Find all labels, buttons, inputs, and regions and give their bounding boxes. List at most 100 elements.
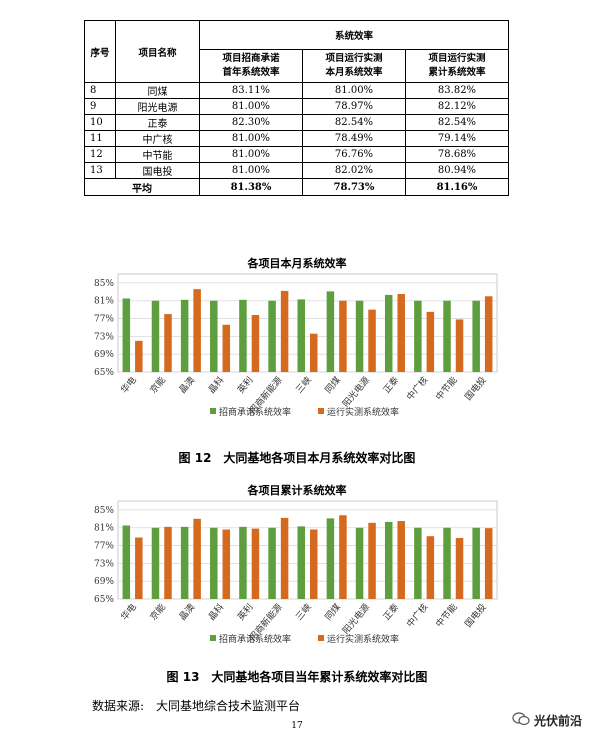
- col-index-header: 序号: [84, 20, 116, 83]
- group-header: 系统效率: [199, 20, 509, 50]
- bar-promised: [268, 300, 276, 372]
- legend-label: 招商承诺系统效率: [219, 406, 291, 418]
- bar-measured: [368, 522, 376, 599]
- cell-a: 83.11%: [199, 82, 303, 99]
- table-row: 9 阳光电源 81.00% 78.97% 82.12%: [84, 98, 509, 115]
- x-tick-label: 中节能: [433, 374, 460, 402]
- col-b-header: 项目运行实测 本月系统效率: [302, 49, 406, 83]
- y-tick-label: 69%: [94, 577, 114, 587]
- bar-promised: [384, 294, 393, 372]
- page-number: 17: [291, 721, 303, 731]
- x-tick-label: 同煤: [322, 374, 343, 396]
- cell-a: 81.00%: [199, 130, 303, 147]
- cell-no: 11: [84, 130, 116, 147]
- cell-name: 国电投: [115, 162, 200, 179]
- bar-promised: [443, 527, 451, 599]
- bar-measured: [164, 314, 172, 372]
- bar-promised: [326, 291, 335, 372]
- y-tick-label: 65%: [94, 368, 114, 378]
- legend-swatch: [210, 408, 216, 414]
- cell-b: 78.49%: [302, 130, 406, 147]
- cell-no: 13: [84, 162, 116, 179]
- x-tick-label: 中节能: [433, 601, 460, 629]
- x-tick-label: 国电投: [462, 601, 489, 629]
- bar-measured: [368, 309, 376, 372]
- efficiency-table: 序号 项目名称 系统效率 项目招商承诺 首年系统效率 项目运行实测 本月系统效率 项…: [84, 20, 509, 196]
- bar-promised: [268, 527, 276, 599]
- data-source: 数据来源: 大同基地综合技术监测平台: [92, 699, 301, 713]
- x-tick-label: 英利: [235, 601, 256, 623]
- x-tick-label: 正泰: [380, 601, 401, 623]
- cell-a: 81.00%: [199, 162, 303, 179]
- legend-label: 运行实测系统效率: [327, 633, 399, 645]
- bar-measured: [251, 314, 260, 372]
- bar-measured: [222, 529, 231, 599]
- cell-name: 阳光电源: [115, 98, 200, 115]
- bar-promised: [180, 526, 189, 599]
- chart2-title: 各项目累计系统效率: [247, 484, 347, 497]
- y-tick-label: 65%: [94, 595, 114, 605]
- cell-b: 81.00%: [302, 82, 406, 99]
- legend-swatch: [318, 408, 324, 414]
- wechat-icon: [512, 712, 530, 729]
- x-tick-label: 华电: [118, 601, 139, 623]
- y-tick-label: 77%: [94, 315, 114, 325]
- table-row: 11 中广核 81.00% 78.49% 79.14%: [84, 130, 509, 147]
- table-row: 8 同煤 83.11% 81.00% 83.82%: [84, 82, 509, 99]
- table-row: 10 正泰 82.30% 82.54% 82.54%: [84, 114, 509, 131]
- bar-measured: [397, 294, 405, 372]
- bar-promised: [414, 527, 422, 599]
- bar-promised: [297, 299, 305, 372]
- bar-measured: [280, 290, 289, 372]
- bar-measured: [164, 526, 172, 599]
- bar-measured: [426, 536, 435, 599]
- bar-promised: [151, 300, 160, 372]
- x-tick-label: 英利: [235, 374, 256, 396]
- cell-b: 76.76%: [302, 146, 406, 163]
- y-tick-label: 73%: [94, 332, 114, 342]
- bar-promised: [355, 527, 364, 599]
- avg-b: 78.73%: [302, 178, 406, 196]
- bar-promised: [239, 526, 247, 599]
- bar-promised: [297, 526, 305, 599]
- cell-no: 8: [84, 82, 116, 99]
- bar-measured: [135, 340, 143, 372]
- avg-c: 81.16%: [405, 178, 509, 196]
- watermark: 光伏前沿: [512, 712, 582, 729]
- cell-no: 9: [84, 98, 116, 115]
- x-tick-label: 三峡: [293, 374, 314, 396]
- cell-a: 82.30%: [199, 114, 303, 131]
- cell-c: 79.14%: [405, 130, 509, 147]
- cell-name: 同煤: [115, 82, 200, 99]
- y-tick-label: 85%: [94, 279, 114, 289]
- x-tick-label: 华电: [118, 374, 139, 396]
- average-row: 平均 81.38% 78.73% 81.16%: [84, 178, 509, 196]
- cell-name: 正泰: [115, 114, 200, 131]
- avg-label: 平均: [84, 178, 200, 196]
- fig12-caption: 图 12 大同基地各项目本月系统效率对比图: [178, 451, 416, 465]
- plot-frame: [117, 273, 498, 373]
- legend-swatch: [210, 635, 216, 641]
- col-c-header: 项目运行实测 累计系统效率: [405, 49, 509, 83]
- bar-measured: [222, 324, 231, 372]
- bar-measured: [135, 537, 143, 599]
- bar-measured: [484, 296, 493, 372]
- x-tick-label: 晶澳: [176, 601, 197, 623]
- x-tick-label: 正泰: [380, 374, 401, 396]
- cell-name: 中广核: [115, 130, 200, 147]
- bar-measured: [397, 521, 405, 599]
- bar-promised: [210, 300, 218, 372]
- bar-promised: [151, 527, 160, 599]
- plot-frame: [117, 500, 498, 600]
- bar-measured: [339, 515, 347, 599]
- col-a-header: 项目招商承诺 首年系统效率: [199, 49, 303, 83]
- bar-promised: [122, 525, 131, 599]
- legend-label: 运行实测系统效率: [327, 406, 399, 418]
- bar-promised: [384, 521, 393, 599]
- x-tick-label: 晶科: [206, 374, 227, 396]
- x-tick-label: 中广核: [404, 374, 431, 402]
- cell-a: 81.00%: [199, 146, 303, 163]
- x-tick-label: 三峡: [293, 601, 314, 623]
